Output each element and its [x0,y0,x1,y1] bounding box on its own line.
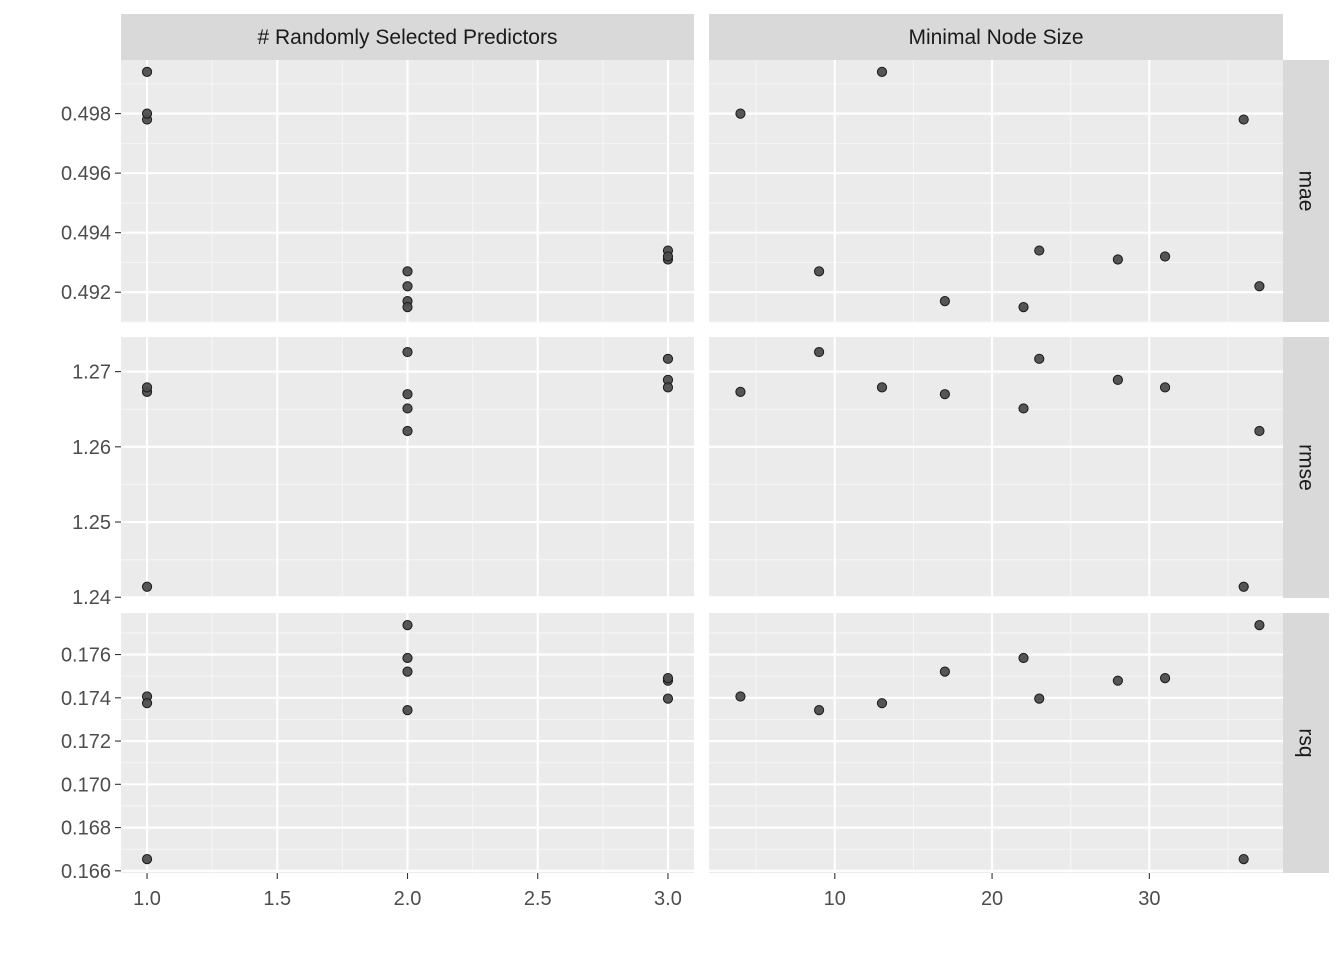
panel-background [709,613,1283,873]
data-point-rmse-node-size-8: min_n: 23, rmse: 1.2717 [1034,353,1045,364]
data-point-rmse-node-size-7: min_n: 37, rmse: 1.2621 [1254,425,1265,437]
data-point-mae-predictors-10: mtry: 3, mae: 0.4932 [662,251,674,262]
y-tick-label: 1.27 [72,362,111,384]
data-point-mae-node-size-10: min_n: 31, mae: 0.4932 [1159,251,1171,262]
data-point-mae-node-size-7: min_n: 37, mae: 0.4922 [1254,281,1265,292]
data-point-rmse-predictors-1: mtry: 1, rmse: 1.2414 [141,581,153,592]
data-point-rsq-predictors-4: mtry: 2, rsq: 0.17343 [402,705,413,716]
x-tick-label: 3.0 [654,888,682,910]
y-tick-label: 1.25 [72,512,111,534]
y-tick-label: 0.176 [61,645,111,667]
data-point-mae-predictors-7: mtry: 2, mae: 0.4922 [402,281,413,292]
data-point-rsq-node-size-3: min_n: 13, rsq: 0.17375 [876,698,888,709]
panel-rmse-predictors: mtry: 1, rmse: 1.2414 mtry: 1, rmse: 1.26… [121,337,694,599]
data-point-rmse-node-size-2: min_n: 4, rmse: 1.2673 [735,386,746,398]
data-point-rsq-node-size-1: min_n: 36, rsq: 0.16654 [1238,854,1249,865]
data-point-rsq-node-size-4: min_n: 9, rsq: 0.17343 [813,705,825,716]
data-point-mae-node-size-3: min_n: 13, mae: 0.4994 [876,66,888,78]
data-point-rsq-predictors-8: mtry: 3, rsq: 0.17396 [662,693,674,704]
y-tick-label: 0.494 [61,223,111,245]
data-point-rsq-predictors-1: mtry: 1, rsq: 0.16654 [141,854,153,865]
data-point-rmse-predictors-4: mtry: 2, rmse: 1.2726 [402,346,413,358]
panel-rsq-node-size: min_n: 36, rsq: 0.16654 min_n: 4, rsq: 0.… [709,613,1283,873]
y-tick-label: 0.172 [61,731,111,753]
data-point-rsq-node-size-2: min_n: 4, rsq: 0.17406 [735,691,746,702]
data-point-rmse-predictors-6: mtry: 2, rmse: 1.2651 [402,403,413,414]
column-strip-label: # Randomly Selected Predictors [258,26,558,49]
row-strip-label: rmse [1295,444,1318,491]
data-point-mae-node-size-5: min_n: 17, mae: 0.4917 [939,296,950,307]
data-point-mae-predictors-2: mtry: 1, mae: 0.498 [141,108,153,119]
y-tick-label: 0.170 [61,774,111,796]
data-point-mae-node-size-1: min_n: 36, mae: 0.4978 [1238,114,1249,125]
y-tick-label: 0.174 [61,688,111,710]
data-point-rmse-predictors-3: mtry: 1, rmse: 1.2679 [141,382,153,393]
data-point-rsq-node-size-9: min_n: 28, rsq: 0.17479 [1112,675,1123,686]
data-point-rmse-node-size-9: min_n: 28, rmse: 1.2689 [1112,374,1123,385]
data-point-rmse-node-size-1: min_n: 36, rmse: 1.2414 [1238,581,1249,592]
data-point-mae-predictors-6: mtry: 2, mae: 0.4915 [402,302,413,313]
data-point-rsq-predictors-7: mtry: 2, rsq: 0.17736 [402,620,413,631]
x-tick-label: 1.0 [133,888,161,910]
data-point-rsq-predictors-6: mtry: 2, rsq: 0.17584 [402,652,413,664]
data-point-rsq-predictors-3: mtry: 1, rsq: 0.17375 [141,698,153,709]
data-point-rsq-node-size-7: min_n: 37, rsq: 0.17736 [1254,620,1265,631]
data-point-mae-predictors-3: mtry: 1, mae: 0.4994 [141,66,153,78]
row-strip-mae [1283,60,1329,322]
row-strip-rsq [1283,613,1329,873]
panel-mae-predictors: mtry: 1, mae: 0.4978mtry: 1, mae: 0.498m… [121,60,694,323]
y-tick-label: 1.24 [72,587,111,609]
data-point-rsq-node-size-5: min_n: 17, rsq: 0.17521 [939,666,950,677]
x-tick-label: 1.5 [263,888,291,910]
y-tick-label: 0.496 [61,163,111,185]
data-point-rsq-predictors-5: mtry: 2, rsq: 0.17521 [402,666,413,677]
data-point-rmse-node-size-3: min_n: 13, rmse: 1.2679 [876,382,888,393]
x-tick-label: 20 [981,888,1003,910]
data-point-rmse-predictors-7: mtry: 2, rmse: 1.2621 [402,425,413,437]
data-point-mae-node-size-4: min_n: 9, mae: 0.4927 [813,266,825,277]
data-point-rsq-node-size-6: min_n: 22, rsq: 0.17584 [1018,652,1029,664]
y-tick-label: 0.168 [61,818,111,840]
y-tick-label: 0.492 [61,282,111,304]
row-strip-label: rsq [1295,728,1318,757]
data-point-mae-node-size-6: min_n: 22, mae: 0.4915 [1018,302,1029,313]
data-point-rmse-node-size-10: min_n: 31, rmse: 1.2679 [1159,382,1171,393]
panel-rmse-node-size: min_n: 36, rmse: 1.2414 min_n: 4, rmse: 1… [709,337,1283,599]
x-tick-label: 2.5 [524,888,552,910]
panel-mae-node-size: min_n: 36, mae: 0.4978 min_n: 4, mae: 0.4… [709,60,1283,323]
y-tick-label: 0.166 [61,861,111,883]
panel-background [709,337,1283,598]
panel-background [709,60,1283,322]
data-point-rmse-node-size-5: min_n: 17, rmse: 1.267 [939,389,950,400]
data-point-mae-node-size-2: min_n: 4, mae: 0.498 [735,108,746,119]
y-tick-label: 0.498 [61,104,111,126]
data-point-rsq-node-size-8: min_n: 23, rsq: 0.17396 [1034,693,1045,704]
data-point-rsq-predictors-10: mtry: 3, rsq: 0.17491 [662,673,674,684]
data-point-mae-node-size-8: min_n: 23, mae: 0.4934 [1034,245,1045,256]
data-point-rmse-node-size-6: min_n: 22, rmse: 1.2651 [1018,403,1029,414]
data-point-rmse-predictors-10: mtry: 3, rmse: 1.2679 [662,382,674,393]
x-tick-label: 30 [1138,888,1160,910]
data-point-rmse-node-size-4: min_n: 9, rmse: 1.2726 [813,346,825,358]
data-point-mae-node-size-9: min_n: 28, mae: 0.4931 [1112,254,1123,265]
y-tick-label: 1.26 [72,437,111,459]
data-point-rmse-predictors-5: mtry: 2, rmse: 1.267 [402,389,413,400]
column-strip-label: Minimal Node Size [908,26,1083,49]
row-strip-rmse [1283,337,1329,598]
data-point-rsq-node-size-10: min_n: 31, rsq: 0.17491 [1159,673,1171,684]
column-strip-predictors [121,14,694,60]
x-tick-label: 2.0 [394,888,422,910]
x-tick-label: 10 [824,888,846,910]
data-point-mae-predictors-4: mtry: 2, mae: 0.4927 [402,266,413,277]
column-strip-node-size [709,14,1283,60]
row-strip-label: mae [1295,171,1318,212]
panel-rsq-predictors: mtry: 1, rsq: 0.16654mtry: 1, rsq: 0.174… [121,613,694,873]
data-point-rmse-predictors-8: mtry: 3, rmse: 1.2717 [662,353,674,364]
